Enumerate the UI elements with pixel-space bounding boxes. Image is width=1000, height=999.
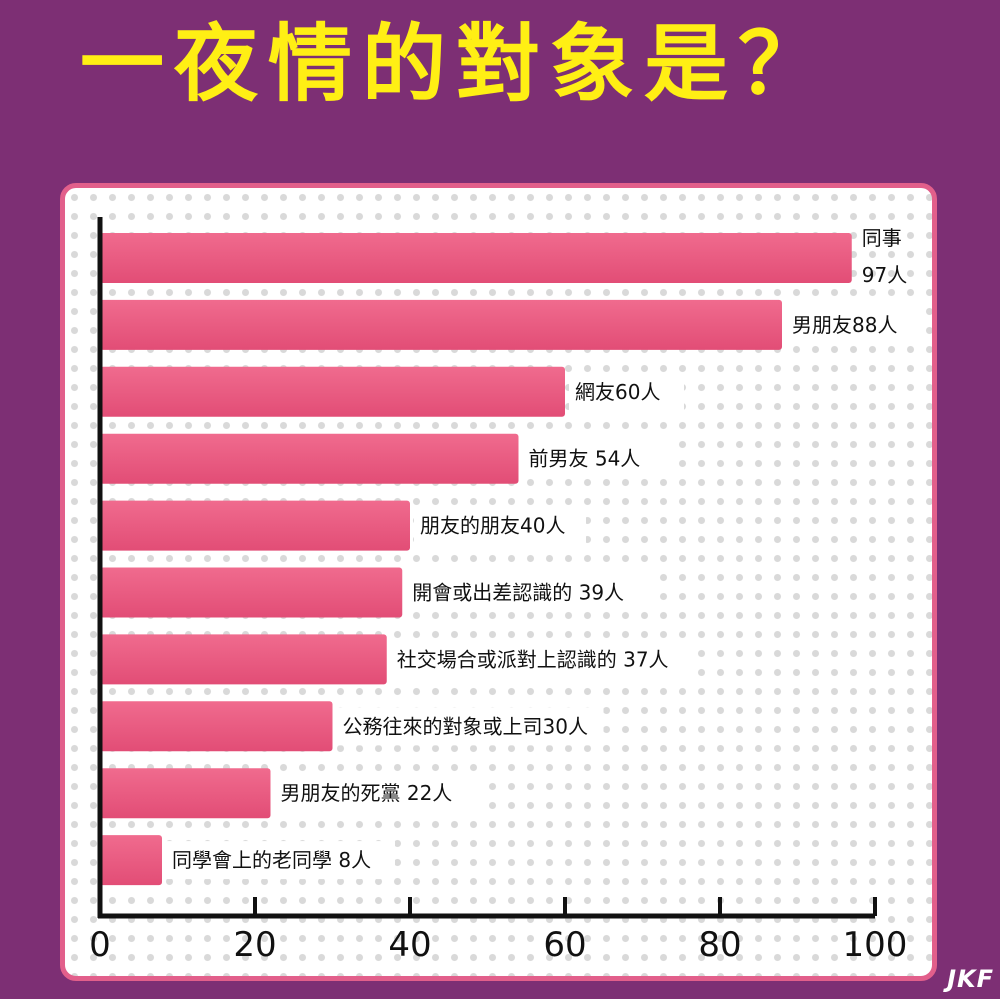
bar-3 — [100, 366, 565, 417]
bar-label-backing — [414, 506, 586, 545]
bar-label-backing — [786, 305, 920, 344]
bar-label: 前男友 54人 — [529, 447, 641, 471]
bar-label-backing — [522, 439, 676, 478]
bar-2 — [100, 299, 782, 350]
bar-label: 男朋友的死黨 22人 — [281, 781, 453, 805]
bar-label-backing — [390, 640, 696, 679]
x-tick-label: 20 — [233, 925, 276, 965]
x-tick-label: 0 — [89, 925, 111, 965]
bar-label: 同學會上的老同學 8人 — [172, 848, 371, 872]
bar-label: 開會或出差認識的 39人 — [412, 581, 624, 605]
x-tick-label: 40 — [388, 925, 431, 965]
bar-4 — [100, 433, 519, 484]
bar-label: 網友60人 — [575, 380, 660, 404]
bar-6 — [100, 567, 403, 618]
x-tick-label: 80 — [698, 925, 741, 965]
bar-1 — [100, 233, 852, 283]
bar-9 — [100, 768, 271, 819]
watermark-logo: JKF — [947, 965, 994, 993]
bar-7 — [100, 634, 387, 685]
bar-label-backing — [336, 707, 604, 746]
bar-label: 公務往來的對象或上司30人 — [343, 714, 588, 738]
bar-label-backing — [406, 573, 655, 612]
bar-label: 朋友的朋友40人 — [420, 514, 565, 538]
bar-label-backing — [274, 774, 485, 813]
bar-label: 97人 — [862, 263, 907, 287]
bar-label-backing — [569, 372, 684, 411]
bar-8 — [100, 701, 333, 752]
bar-label-backing — [166, 841, 395, 880]
bar-5 — [100, 500, 410, 551]
bar-label: 男朋友88人 — [792, 313, 897, 337]
x-tick-label: 100 — [843, 925, 908, 965]
bar-label: 同事 — [862, 226, 902, 250]
x-tick-label: 60 — [543, 925, 586, 965]
bar-10 — [100, 835, 162, 886]
page-title: 一夜情的對象是？ — [80, 15, 833, 113]
bar-label: 社交場合或派對上認識的 37人 — [397, 647, 669, 671]
